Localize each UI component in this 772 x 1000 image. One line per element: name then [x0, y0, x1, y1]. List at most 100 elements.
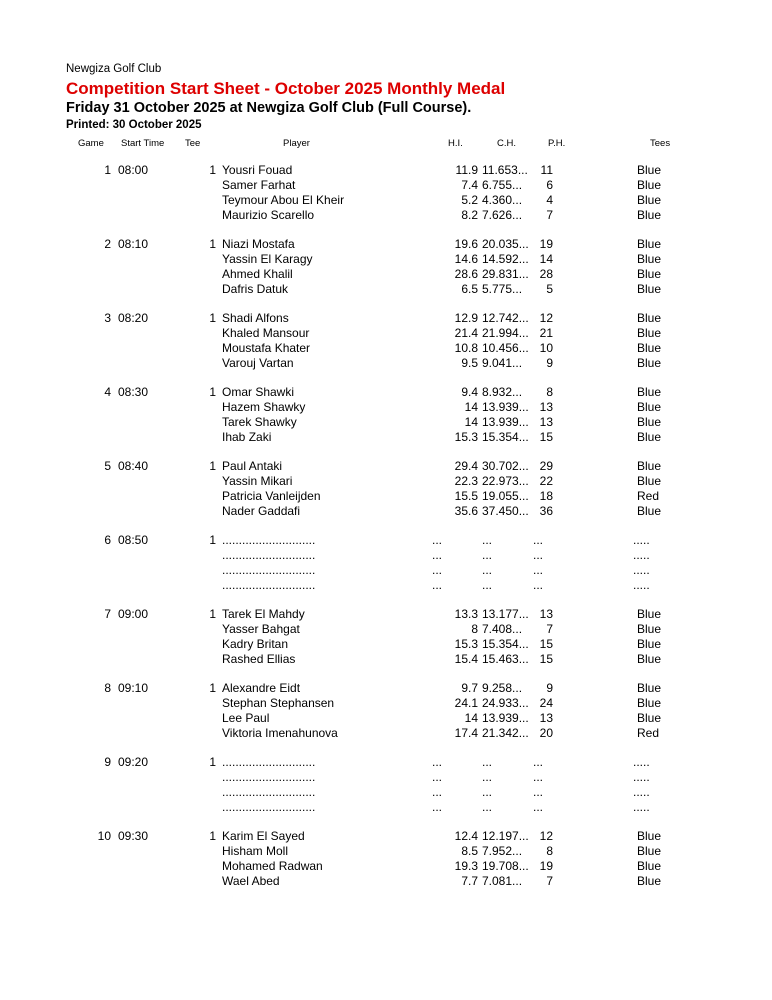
cell-ph: 7 — [546, 208, 553, 222]
cell-game — [66, 400, 111, 415]
cell-hi: 8 — [471, 622, 478, 636]
table-row: Hisham Moll 8.5 7.952... 8 Blue — [66, 844, 706, 859]
cell-player: Karim El Sayed — [222, 829, 305, 843]
column-header-row: Game Start Time Tee Player H.I. C.H. P.H… — [66, 138, 706, 149]
cell-ch: ... — [482, 785, 493, 799]
cell-player: Dafris Datuk — [222, 282, 289, 296]
table-row: ........................................… — [66, 785, 706, 800]
cell-ph: ... — [533, 578, 544, 592]
cell-start-time — [111, 563, 182, 578]
cell-tees: Blue — [637, 341, 662, 355]
cell-player: Yassin Mikari — [222, 474, 293, 488]
cell-game — [66, 785, 111, 800]
cell-game — [66, 178, 111, 193]
cell-tees: ..... — [633, 578, 650, 592]
cell-player: Tarek Shawky — [222, 415, 297, 429]
cell-start-time — [111, 726, 182, 741]
cell-ch: 21.342... — [482, 726, 529, 740]
cell-ph: 10 — [539, 341, 553, 355]
column-header-tee: Tee — [185, 138, 201, 149]
game-group: 10 09:30 1 Karim El Sayed 12.4 12.197... 12 Blu… — [66, 829, 706, 889]
cell-hi: ... — [432, 770, 443, 784]
cell-start-time — [111, 785, 182, 800]
page: Newgiza Golf Club Competition Start Shee… — [66, 63, 706, 889]
cell-tee: 1 — [209, 311, 216, 325]
table-row: Rashed Ellias 15.4 15.463... 15 Blue — [66, 652, 706, 667]
cell-hi: 7.7 — [461, 874, 478, 888]
cell-player: Ihab Zaki — [222, 430, 272, 444]
cell-hi: 19.3 — [454, 859, 478, 873]
cell-game: 6 — [104, 533, 111, 547]
cell-tees: Blue — [637, 385, 662, 399]
cell-game — [66, 474, 111, 489]
cell-start-time — [111, 252, 182, 267]
cell-start-time — [111, 637, 182, 652]
cell-hi: ... — [432, 548, 443, 562]
cell-start-time — [111, 356, 182, 371]
cell-game: 5 — [104, 459, 111, 473]
cell-hi: ... — [432, 578, 443, 592]
cell-ph: 11 — [540, 163, 553, 177]
cell-tee — [182, 489, 216, 504]
cell-ch: 9.258... — [482, 681, 523, 695]
column-header-tees: Tees — [650, 138, 671, 149]
cell-ph: ... — [533, 563, 544, 577]
table-row: Lee Paul 14 13.939... 13 Blue — [66, 711, 706, 726]
cell-tee — [182, 356, 216, 371]
cell-tee: 1 — [209, 459, 216, 473]
column-header-ch: C.H. — [497, 138, 516, 149]
cell-tee — [182, 504, 216, 519]
cell-player: Moustafa Khater — [222, 341, 311, 355]
cell-player: Yasser Bahgat — [222, 622, 300, 636]
table-body: 1 08:00 1 Yousri Fouad 11.9 11.653... 11 Blue Sa… — [66, 163, 706, 889]
cell-tee — [182, 637, 216, 652]
cell-game: 9 — [104, 755, 111, 769]
cell-tees: Blue — [637, 874, 662, 888]
cell-tee — [182, 800, 216, 815]
cell-hi: ... — [432, 533, 443, 547]
cell-ph: 4 — [546, 193, 553, 207]
cell-tees: Blue — [637, 859, 662, 873]
cell-hi: 8.5 — [461, 844, 478, 858]
cell-tees: Blue — [637, 267, 662, 281]
cell-ph: 5 — [546, 282, 553, 296]
cell-hi: ... — [432, 800, 443, 814]
cell-ch: ... — [482, 563, 493, 577]
cell-game — [66, 770, 111, 785]
cell-tee — [182, 252, 216, 267]
cell-hi: ... — [432, 755, 443, 769]
table-row: 1 08:00 1 Yousri Fouad 11.9 11.653... 11 Blue — [66, 163, 706, 178]
cell-ch: 13.939... — [482, 400, 529, 414]
cell-ch: 12.197... — [482, 829, 529, 843]
cell-tees: Blue — [637, 607, 662, 621]
cell-tees: Blue — [637, 622, 662, 636]
cell-game — [66, 578, 111, 593]
cell-player: Shadi Alfons — [222, 311, 289, 325]
table-row: 9 09:20 1.................................… — [66, 755, 706, 770]
cell-game — [66, 874, 111, 889]
cell-tee: 1 — [209, 237, 216, 251]
cell-tee — [182, 578, 216, 593]
cell-game — [66, 415, 111, 430]
cell-tees: Blue — [637, 311, 662, 325]
cell-game: 10 — [97, 829, 111, 843]
cell-hi: 22.3 — [454, 474, 478, 488]
game-group: 8 09:10 1 Alexandre Eidt 9.7 9.258... 9 Blue Ste… — [66, 681, 706, 741]
cell-start-time — [111, 430, 182, 445]
cell-tees: Blue — [637, 282, 662, 296]
cell-game — [66, 859, 111, 874]
table-row: ........................................… — [66, 563, 706, 578]
cell-ph: 28 — [539, 267, 553, 281]
cell-ph: 7 — [546, 874, 553, 888]
cell-ph: 18 — [539, 489, 553, 503]
cell-player: Wael Abed — [222, 874, 280, 888]
cell-ph: 9 — [546, 356, 553, 370]
cell-player: Alexandre Eidt — [222, 681, 301, 695]
game-group: 9 09:20 1.................................… — [66, 755, 706, 815]
cell-player: Teymour Abou El Kheir — [222, 193, 345, 207]
cell-player: ............................ — [222, 755, 316, 769]
cell-hi: 19.6 — [454, 237, 478, 251]
cell-player: Samer Farhat — [222, 178, 296, 192]
cell-tee — [182, 652, 216, 667]
cell-ph: 19 — [539, 859, 553, 873]
